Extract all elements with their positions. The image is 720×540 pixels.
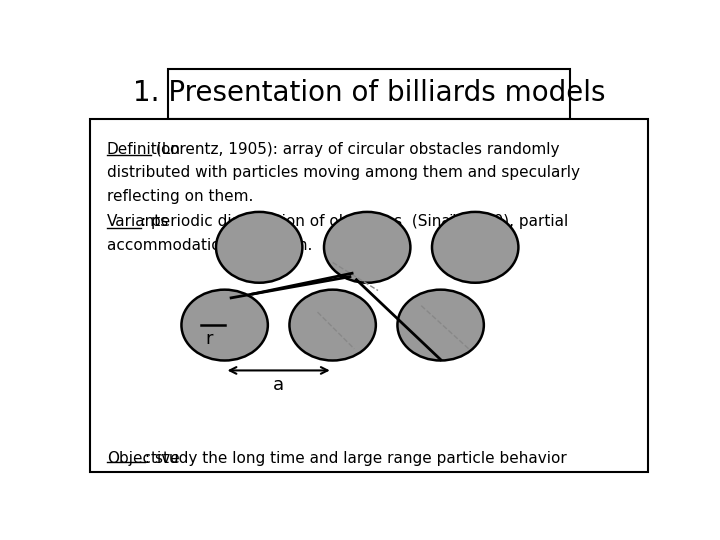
Text: Definition: Definition	[107, 141, 181, 157]
Ellipse shape	[397, 289, 484, 361]
Text: Objective: Objective	[107, 451, 179, 465]
Ellipse shape	[432, 212, 518, 283]
Text: 1. Presentation of billiards models: 1. Presentation of billiards models	[132, 79, 606, 107]
Ellipse shape	[216, 212, 302, 283]
Text: Variants: Variants	[107, 214, 169, 230]
FancyBboxPatch shape	[168, 69, 570, 119]
Text: distributed with particles moving among them and specularly: distributed with particles moving among …	[107, 165, 580, 180]
Text: : study the long time and large range particle behavior: : study the long time and large range pa…	[145, 451, 567, 465]
FancyBboxPatch shape	[90, 119, 648, 472]
Ellipse shape	[324, 212, 410, 283]
Ellipse shape	[181, 289, 268, 361]
Text: reflecting on them.: reflecting on them.	[107, 189, 253, 204]
Text: a: a	[273, 376, 284, 394]
Text: (Lorentz, 1905): array of circular obstacles randomly: (Lorentz, 1905): array of circular obsta…	[151, 141, 560, 157]
Text: : periodic distribution of obstacles  (Sinaï, 1970), partial: : periodic distribution of obstacles (Si…	[141, 214, 569, 230]
Text: accommodation reflection.: accommodation reflection.	[107, 238, 312, 253]
Text: r: r	[206, 330, 213, 348]
Ellipse shape	[289, 289, 376, 361]
